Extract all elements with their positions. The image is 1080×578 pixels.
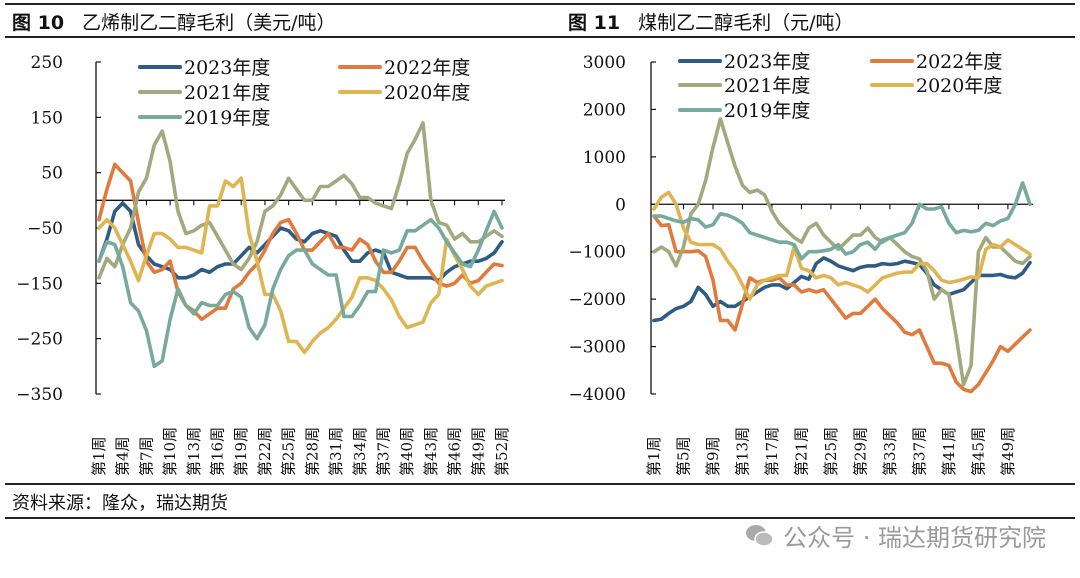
wechat-icon: [745, 523, 775, 549]
chart1-x-tick-label: 第16周: [209, 427, 227, 476]
figure-11-title-text: 煤制乙二醇毛利（元/吨）: [638, 12, 854, 34]
chart2-series-line-2019: [652, 181, 1032, 261]
chart2-y-tick-label: 1000: [583, 148, 626, 168]
chart1-legend-label: 2020年度: [384, 82, 470, 104]
header-rule: [5, 36, 1075, 38]
figure-10-title-text: 乙烯制乙二醇毛利（美元/吨）: [82, 12, 336, 34]
chart1-x-tick-label: 第25周: [280, 427, 298, 476]
chart2-series-line-2020: [652, 190, 1032, 301]
chart1-series-line-2021: [97, 121, 504, 280]
chart1-x-tick-label: 第43周: [422, 427, 440, 476]
chart1-x-tick-label: 第46周: [446, 427, 464, 476]
chart2-legend-label: 2020年度: [916, 75, 1002, 97]
chart2-x-tick-label: 第9周: [704, 436, 722, 476]
chart1-x-tick-label: 第31周: [327, 427, 345, 476]
chart2-series-line-2022: [652, 214, 1032, 394]
chart1-x-tick-label: 第19周: [232, 427, 250, 476]
chart2-y-tick-label: −3000: [568, 338, 626, 358]
footer-rule-top: [5, 483, 1075, 485]
chart2-x-tick-label: 第13周: [733, 427, 751, 476]
chart2-x-tick-label: 第1周: [645, 436, 663, 476]
chart1-series-line-2020: [97, 176, 504, 355]
chart1-x-tick-label: 第22周: [256, 427, 274, 476]
chart1-legend-label: 2023年度: [184, 57, 270, 79]
chart2-x-tick-label: 第33周: [881, 427, 899, 476]
watermark: 公众号 · 瑞达期货研究院: [745, 518, 1046, 553]
chart1-x-tick-label: 第1周: [90, 436, 108, 476]
chart2-legend-label: 2021年度: [724, 75, 810, 97]
chart1-x-tick-label: 第28周: [303, 427, 321, 476]
chart1-y-tick-label: −150: [16, 274, 63, 294]
chart1-x-tick-label: 第10周: [161, 427, 179, 476]
chart1-series-line-2019: [97, 209, 504, 369]
chart1-legend-label: 2019年度: [184, 107, 270, 129]
figure-11-label: 图 11: [568, 12, 621, 34]
chart2-x-tick-label: 第41周: [940, 427, 958, 476]
watermark-text: 公众号 · 瑞达期货研究院: [783, 524, 1046, 552]
chart2-y-tick-label: −2000: [568, 290, 626, 310]
chart1-x-tick-label: 第49周: [469, 427, 487, 476]
chart2-x-tick-label: 第49周: [999, 427, 1017, 476]
chart1-x-tick-label: 第4周: [114, 436, 132, 476]
chart1-x-tick-label: 第40周: [398, 427, 416, 476]
source-note: 资料来源：隆众，瑞达期货: [12, 493, 228, 514]
chart2-y-tick-label: 0: [615, 195, 626, 215]
chart1-x-tick-label: 第52周: [493, 427, 511, 476]
figure-10-label: 图 10: [12, 12, 65, 34]
chart1-y-tick-label: 150: [31, 108, 63, 128]
chart2-y-tick-label: −4000: [568, 385, 626, 405]
chart1-y-tick-label: 50: [41, 164, 63, 184]
chart1-y-tick-label: −350: [16, 385, 63, 405]
chart2-legend-label: 2019年度: [724, 100, 810, 122]
chart2-series-line-2021: [652, 117, 1032, 387]
top-rule: [5, 3, 1075, 5]
figure-11-title: 图 11 煤制乙二醇毛利（元/吨）: [568, 8, 853, 35]
chart1-y-tick-label: −250: [16, 330, 63, 350]
chart2-x-tick-label: 第25周: [822, 427, 840, 476]
chart1-legend-label: 2021年度: [184, 82, 270, 104]
chart2-x-tick-label: 第29周: [851, 427, 869, 476]
chart1-legend-label: 2022年度: [384, 57, 470, 79]
chart2-x-tick-label: 第45周: [969, 427, 987, 476]
chart2-y-tick-label: −1000: [568, 243, 626, 263]
chart1-x-tick-label: 第7周: [137, 436, 155, 476]
chart2-x-tick-label: 第17周: [763, 427, 781, 476]
chart1-y-tick-label: 250: [31, 53, 63, 73]
chart1-x-tick-label: 第13周: [185, 427, 203, 476]
footer-rule-bottom: [5, 517, 1075, 519]
chart1-y-tick-label: −50: [27, 219, 63, 239]
chart2-x-tick-label: 第21周: [792, 427, 810, 476]
figure-10-title: 图 10 乙烯制乙二醇毛利（美元/吨）: [12, 8, 335, 35]
chart1-series-line-2022: [97, 162, 504, 322]
chart2-x-tick-label: 第5周: [674, 436, 692, 476]
chart1-x-tick-label: 第37周: [374, 427, 392, 476]
chart2-y-tick-label: 2000: [583, 100, 626, 120]
chart2-legend-label: 2023年度: [724, 51, 810, 73]
chart1-x-tick-label: 第34周: [351, 427, 369, 476]
chart2-legend-label: 2022年度: [916, 51, 1002, 73]
chart2-y-tick-label: 3000: [583, 53, 626, 73]
chart2-x-tick-label: 第37周: [910, 427, 928, 476]
